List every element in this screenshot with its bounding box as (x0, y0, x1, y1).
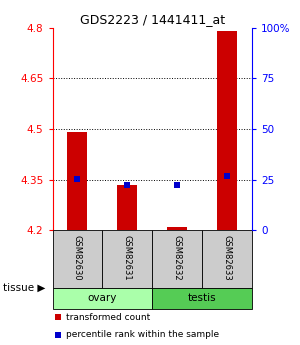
Bar (202, 230, 252, 288)
Title: GDS2223 / 1441411_at: GDS2223 / 1441411_at (80, 13, 225, 27)
Bar (52, 288, 152, 308)
Text: GSM82631: GSM82631 (123, 235, 132, 281)
Text: tissue ▶: tissue ▶ (3, 283, 45, 293)
Text: GSM82630: GSM82630 (73, 235, 82, 281)
Text: testis: testis (188, 293, 216, 303)
Bar (152, 288, 252, 308)
Bar (117, 185, 137, 230)
Bar (52, 230, 102, 288)
Bar (102, 230, 152, 288)
Text: percentile rank within the sample: percentile rank within the sample (67, 330, 220, 339)
Text: GSM82632: GSM82632 (173, 235, 182, 281)
Bar (217, 31, 237, 230)
Text: GSM82633: GSM82633 (223, 235, 232, 281)
Text: ovary: ovary (88, 293, 117, 303)
Bar (152, 230, 202, 288)
Bar (68, 132, 87, 230)
Text: transformed count: transformed count (67, 313, 151, 322)
Bar (167, 227, 187, 230)
